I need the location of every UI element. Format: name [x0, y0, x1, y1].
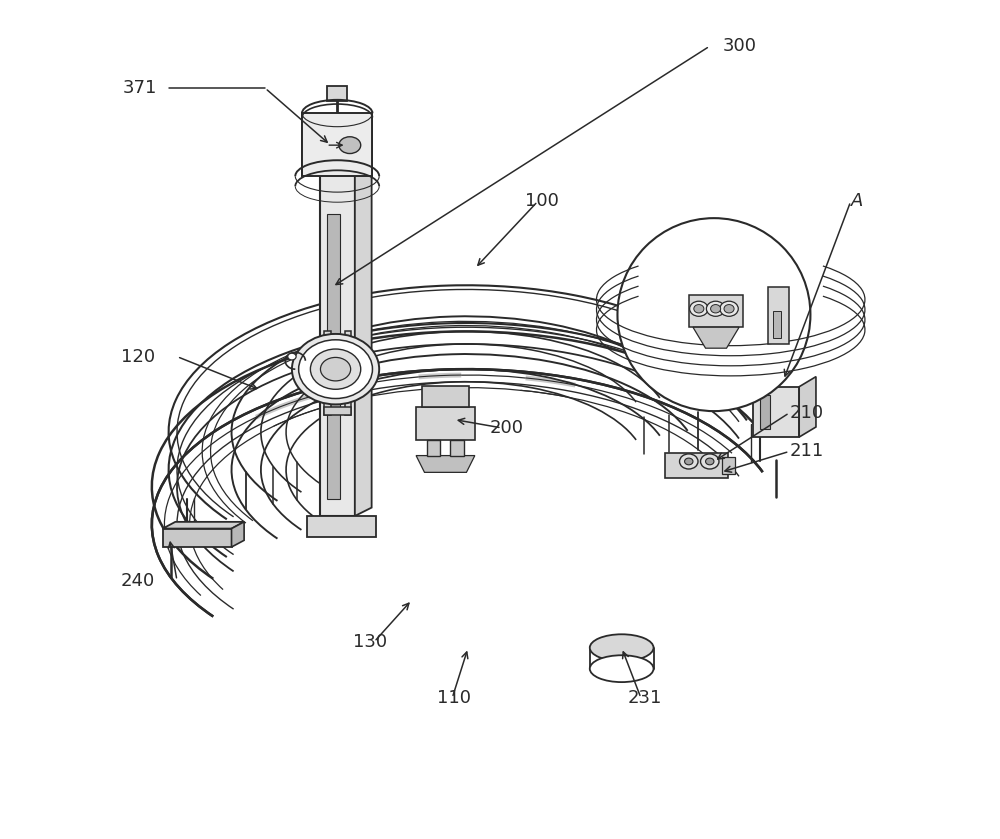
Text: 240: 240	[121, 571, 155, 590]
Bar	[753, 387, 799, 437]
Bar	[689, 295, 743, 327]
Text: 100: 100	[525, 192, 559, 211]
Ellipse shape	[685, 458, 693, 465]
Bar	[760, 395, 770, 429]
Bar	[302, 113, 372, 176]
Polygon shape	[163, 522, 244, 529]
Bar	[416, 407, 475, 440]
Circle shape	[617, 218, 810, 411]
Bar	[327, 214, 340, 499]
Text: 231: 231	[628, 689, 662, 707]
Bar	[427, 440, 440, 456]
Bar	[768, 287, 789, 344]
Bar	[324, 331, 331, 415]
Text: 210: 210	[789, 404, 824, 422]
Bar	[163, 529, 232, 547]
Ellipse shape	[680, 454, 698, 469]
Text: 130: 130	[353, 633, 387, 651]
Polygon shape	[416, 456, 475, 472]
Ellipse shape	[288, 353, 296, 360]
Ellipse shape	[320, 357, 351, 381]
Ellipse shape	[590, 634, 654, 661]
Bar	[327, 86, 347, 101]
Text: A: A	[851, 192, 863, 211]
Ellipse shape	[590, 655, 654, 682]
Ellipse shape	[690, 301, 708, 316]
Bar	[324, 407, 351, 415]
Polygon shape	[320, 164, 355, 516]
Text: 371: 371	[122, 79, 157, 97]
Text: 300: 300	[722, 37, 756, 55]
Ellipse shape	[706, 458, 714, 465]
Polygon shape	[307, 516, 376, 537]
Ellipse shape	[292, 334, 379, 404]
Ellipse shape	[706, 301, 725, 316]
Text: 110: 110	[437, 689, 471, 707]
Bar	[665, 453, 728, 478]
Text: 200: 200	[490, 419, 524, 437]
Bar	[422, 386, 469, 407]
Polygon shape	[232, 522, 244, 547]
Bar	[450, 440, 464, 456]
Ellipse shape	[720, 301, 738, 316]
Bar	[345, 331, 351, 415]
Text: 211: 211	[789, 442, 824, 461]
Ellipse shape	[701, 454, 719, 469]
Polygon shape	[693, 327, 739, 348]
Text: 120: 120	[121, 347, 155, 366]
Ellipse shape	[694, 305, 704, 313]
Polygon shape	[355, 155, 372, 516]
Ellipse shape	[310, 349, 361, 389]
Ellipse shape	[339, 137, 361, 154]
Bar	[773, 311, 781, 338]
Polygon shape	[799, 377, 816, 437]
Bar	[722, 457, 735, 474]
Ellipse shape	[711, 305, 721, 313]
Ellipse shape	[299, 340, 372, 399]
Ellipse shape	[724, 305, 734, 313]
